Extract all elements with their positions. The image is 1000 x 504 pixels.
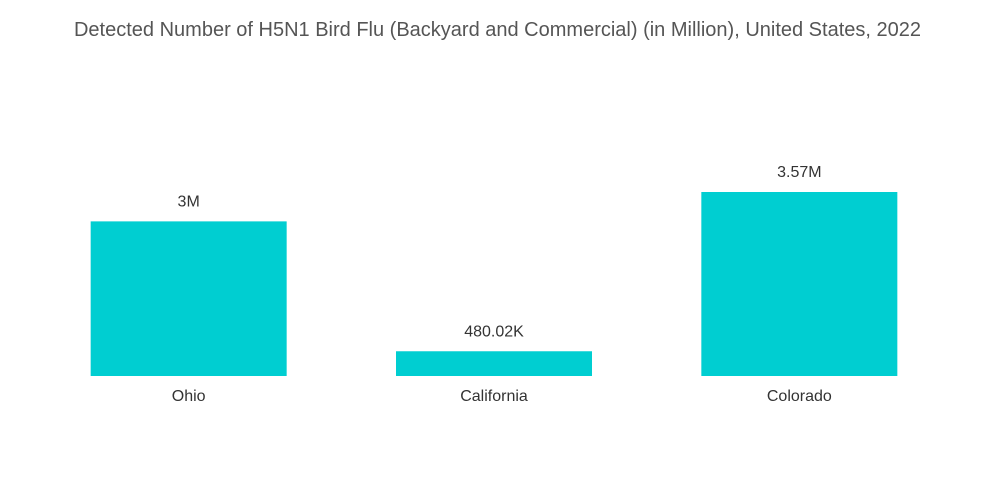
value-label: 3.57M [777, 164, 821, 181]
x-tick-label: California [460, 388, 528, 405]
x-tick-label: Colorado [767, 388, 832, 405]
value-label: 480.02K [464, 323, 524, 340]
bar [701, 192, 898, 376]
chart-title: Detected Number of H5N1 Bird Flu (Backya… [73, 19, 921, 41]
x-tick-label: Ohio [172, 388, 206, 405]
bar [90, 221, 287, 376]
value-label: 3M [178, 194, 200, 211]
bar [396, 351, 592, 376]
